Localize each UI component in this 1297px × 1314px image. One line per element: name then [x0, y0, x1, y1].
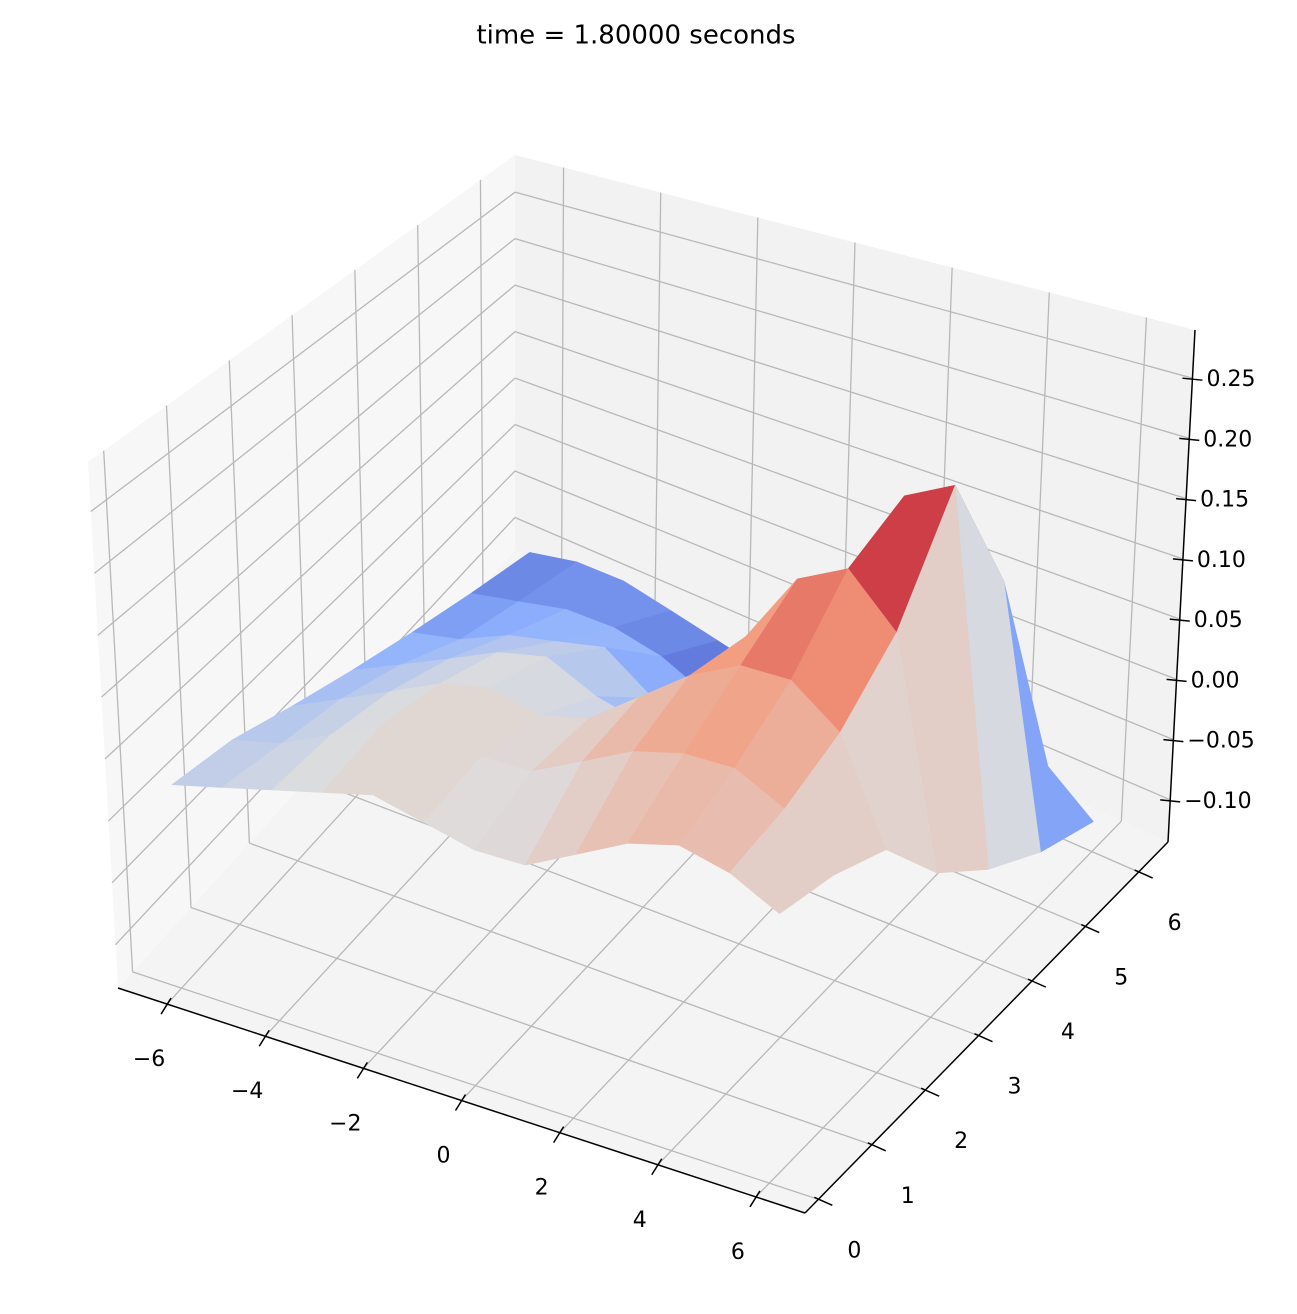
z-tick — [1179, 437, 1200, 442]
y-tick — [867, 1142, 887, 1152]
x-tick-label: 0 — [437, 1144, 451, 1169]
grid-line — [514, 191, 1193, 379]
surface-cell — [729, 808, 834, 915]
grid-line — [93, 238, 516, 574]
grid-line — [111, 470, 516, 884]
grid-line — [249, 842, 926, 1091]
z-tick — [1172, 558, 1194, 562]
z-tick-label: −0.05 — [1187, 729, 1254, 754]
y-tick-label: 2 — [954, 1129, 968, 1154]
y-tick — [1134, 869, 1153, 879]
z-axis — [1167, 329, 1196, 843]
x-tick-label: −6 — [133, 1047, 165, 1072]
y-tick-label: 3 — [1007, 1075, 1021, 1100]
x-tick — [160, 997, 172, 1015]
grid-line — [560, 167, 565, 571]
y-tick-label: 6 — [1168, 911, 1182, 936]
y-tick — [974, 1032, 993, 1043]
x-tick-label: 2 — [535, 1176, 549, 1201]
grid-line — [417, 224, 426, 650]
grid-line — [747, 217, 759, 655]
z-tick-label: 0.25 — [1206, 367, 1255, 392]
z-tick — [1182, 377, 1203, 381]
y-tick-label: 0 — [847, 1238, 861, 1263]
z-tick — [1160, 799, 1181, 803]
z-tick-label: 0.00 — [1191, 668, 1240, 693]
grid-line — [514, 330, 1184, 560]
grid-line — [104, 377, 516, 760]
z-tick-label: 0.05 — [1194, 608, 1243, 633]
grid-line — [190, 906, 872, 1146]
z-tick-label: −0.10 — [1184, 789, 1251, 814]
grid-line — [165, 405, 192, 908]
y-tick — [814, 1196, 833, 1207]
z-tick — [1176, 497, 1197, 502]
grid-line — [1120, 317, 1148, 822]
z-tick-label: 0.20 — [1203, 427, 1252, 452]
grid-line — [354, 270, 367, 715]
grid-line — [97, 284, 516, 636]
x-tick — [454, 1094, 467, 1111]
z-tick — [1163, 738, 1184, 743]
x-tick — [651, 1158, 663, 1176]
x-tick-label: 4 — [633, 1208, 647, 1233]
grid-line — [514, 238, 1190, 440]
x-tick-label: −2 — [329, 1111, 361, 1136]
y-tick — [920, 1087, 940, 1097]
y-axis — [804, 841, 1169, 1214]
x-tick — [553, 1126, 565, 1144]
x-tick — [258, 1029, 270, 1047]
grid-line — [654, 192, 662, 613]
z-tick-label: 0.15 — [1200, 488, 1249, 513]
grid-line — [514, 377, 1180, 620]
x-tick — [749, 1190, 761, 1208]
grid-line — [479, 179, 484, 586]
grid-line — [514, 284, 1187, 500]
y-tick-label: 4 — [1061, 1020, 1075, 1045]
grid-line — [132, 971, 819, 1200]
y-tick-label: 5 — [1114, 966, 1128, 991]
y-tick — [1080, 923, 1100, 934]
grid-line — [108, 424, 516, 822]
x-tick-label: 6 — [731, 1240, 745, 1265]
z-tick — [1166, 678, 1187, 683]
y-tick — [1027, 978, 1047, 988]
grid-line — [514, 423, 1177, 680]
x-tick-label: −4 — [231, 1079, 263, 1104]
x-tick — [356, 1061, 368, 1079]
z-tick-label: 0.10 — [1197, 548, 1246, 573]
z-tick — [1169, 618, 1190, 622]
y-tick-label: 1 — [901, 1184, 915, 1209]
grid-line — [103, 450, 134, 972]
grid-line — [755, 820, 1122, 1198]
grid-line — [90, 191, 516, 513]
chart-title: time = 1.80000 seconds — [476, 21, 795, 51]
grid-line — [100, 331, 516, 698]
grid-line — [307, 778, 979, 1037]
